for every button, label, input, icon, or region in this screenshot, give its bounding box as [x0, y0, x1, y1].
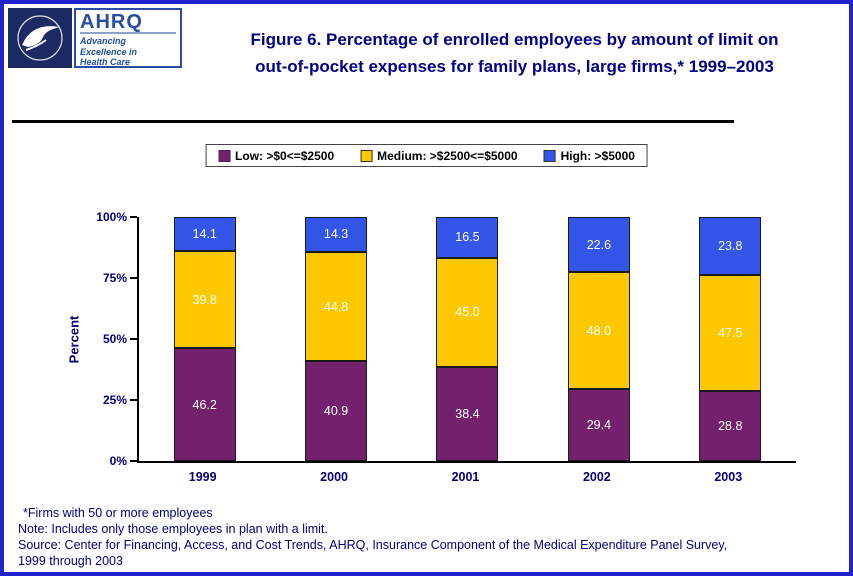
legend-swatch-medium	[360, 149, 373, 162]
y-tick-mark	[130, 216, 137, 218]
footnote-note: Note: Includes only those employees in p…	[18, 522, 328, 536]
footnote-source: Source: Center for Financing, Access, an…	[18, 538, 728, 552]
legend-item-low: Low: >$0<=$2500	[218, 149, 334, 163]
y-tick-label: 75%	[102, 271, 127, 285]
bar-segment: 16.5	[436, 217, 499, 258]
bar-segment: 46.2	[173, 348, 236, 461]
y-tick-mark	[130, 460, 137, 462]
figure-title-line2: out-of-pocket expenses for family plans,…	[255, 57, 774, 76]
bar-segment: 28.8	[699, 390, 762, 461]
bar-segment: 14.3	[305, 217, 368, 252]
bar-value-label: 44.8	[323, 299, 349, 314]
x-axis-label-2003: 2003	[714, 470, 743, 484]
legend-label-medium: Medium: >$2500<=$5000	[377, 148, 518, 163]
legend-swatch-low	[218, 149, 231, 162]
legend: Low: >$0<=$2500 Medium: >$2500<=$5000 Hi…	[205, 144, 648, 167]
bar-segment: 39.8	[173, 251, 236, 349]
y-axis-title-text: Percent	[66, 315, 82, 363]
y-tick-label: 50%	[102, 332, 127, 346]
bar-segment: 38.4	[436, 367, 499, 461]
x-axis-labels: 1999 2000 2001 2002 2003	[137, 470, 794, 488]
x-axis-label-2000: 2000	[320, 470, 348, 484]
y-axis-title: Percent	[62, 217, 86, 461]
bar-value-label: 16.5	[455, 230, 480, 245]
y-tick-mark	[130, 399, 137, 401]
hhs-logo	[8, 8, 72, 68]
figure-title-line1: Figure 6. Percentage of enrolled employe…	[250, 30, 779, 49]
bar-value-label: 40.9	[323, 404, 349, 419]
x-axis-label-2001: 2001	[451, 470, 480, 484]
bar-value-label: 39.8	[192, 292, 217, 307]
ahrq-tagline: Advancing Excellence in Health Care	[80, 36, 176, 68]
bar-segment: 44.8	[305, 251, 368, 362]
x-axis-label-1999: 1999	[188, 470, 217, 484]
bar-value-label: 28.8	[718, 418, 743, 433]
legend-label-low: Low: >$0<=$2500	[235, 148, 335, 163]
bar-segment: 14.1	[173, 217, 236, 252]
bar-value-label: 47.5	[718, 325, 743, 340]
y-tick-mark	[130, 338, 137, 340]
footnote-source-cont: 1999 through 2003	[18, 554, 123, 568]
plot-area: 46.2 39.8 14.1 40.9 44.8 14.3 38.4 45.0 16.5 29.4…	[96, 210, 796, 468]
footnotes: *Firms with 50 or more employees Note: I…	[18, 505, 835, 569]
bar-segment: 47.5	[699, 275, 762, 391]
ahrq-logo-text: AHRQ	[80, 12, 176, 34]
ahrq-tagline-line: Excellence in	[80, 46, 138, 57]
bar-segment: 45.0	[436, 257, 499, 368]
stacked-bar-2002: 29.4 48.0 22.6	[567, 217, 630, 461]
y-tick-label: 100%	[96, 210, 127, 224]
bar-segment: 23.8	[699, 217, 762, 276]
footnote-firms: *Firms with 50 or more employees	[23, 506, 213, 520]
stacked-bar-1999: 46.2 39.8 14.1	[173, 217, 236, 461]
bar-value-label: 38.4	[455, 407, 480, 422]
bar-segment: 22.6	[567, 217, 630, 273]
figure-title: Figure 6. Percentage of enrolled employe…	[194, 26, 835, 80]
bar-value-label: 23.8	[718, 239, 743, 253]
ahrq-tagline-line: Health Care	[80, 57, 131, 67]
bar-value-label: 45.0	[455, 305, 480, 320]
bar-segment: 29.4	[567, 389, 630, 461]
stacked-bar-2001: 38.4 45.0 16.5	[436, 217, 499, 461]
y-tick-label: 0%	[109, 454, 127, 468]
header-divider	[12, 120, 734, 123]
y-tick-mark	[130, 277, 137, 279]
bar-value-label: 29.4	[586, 418, 612, 433]
bar-value-label: 48.0	[586, 323, 612, 338]
legend-label-high: High: >$5000	[560, 148, 635, 163]
legend-swatch-high	[543, 149, 556, 162]
legend-item-high: High: >$5000	[543, 148, 635, 163]
bar-segment: 48.0	[567, 272, 630, 390]
bar-value-label: 22.6	[586, 237, 612, 252]
legend-item-medium: Medium: >$2500<=$5000	[360, 148, 518, 163]
ahrq-logo: AHRQ Advancing Excellence in Health Care	[74, 8, 182, 68]
bar-value-label: 14.3	[323, 227, 349, 242]
hhs-eagle-icon	[17, 15, 63, 61]
bar-segment: 40.9	[305, 361, 368, 461]
x-axis-label-2002: 2002	[582, 470, 611, 484]
y-tick-label: 25%	[102, 393, 127, 407]
stacked-bar-2000: 40.9 44.8 14.3	[305, 217, 368, 461]
bar-value-label: 14.1	[192, 227, 217, 242]
stacked-bar-2003: 28.8 47.5 23.8	[699, 217, 762, 461]
ahrq-tagline-line: Advancing	[80, 36, 127, 46]
bar-value-label: 46.2	[192, 397, 217, 412]
